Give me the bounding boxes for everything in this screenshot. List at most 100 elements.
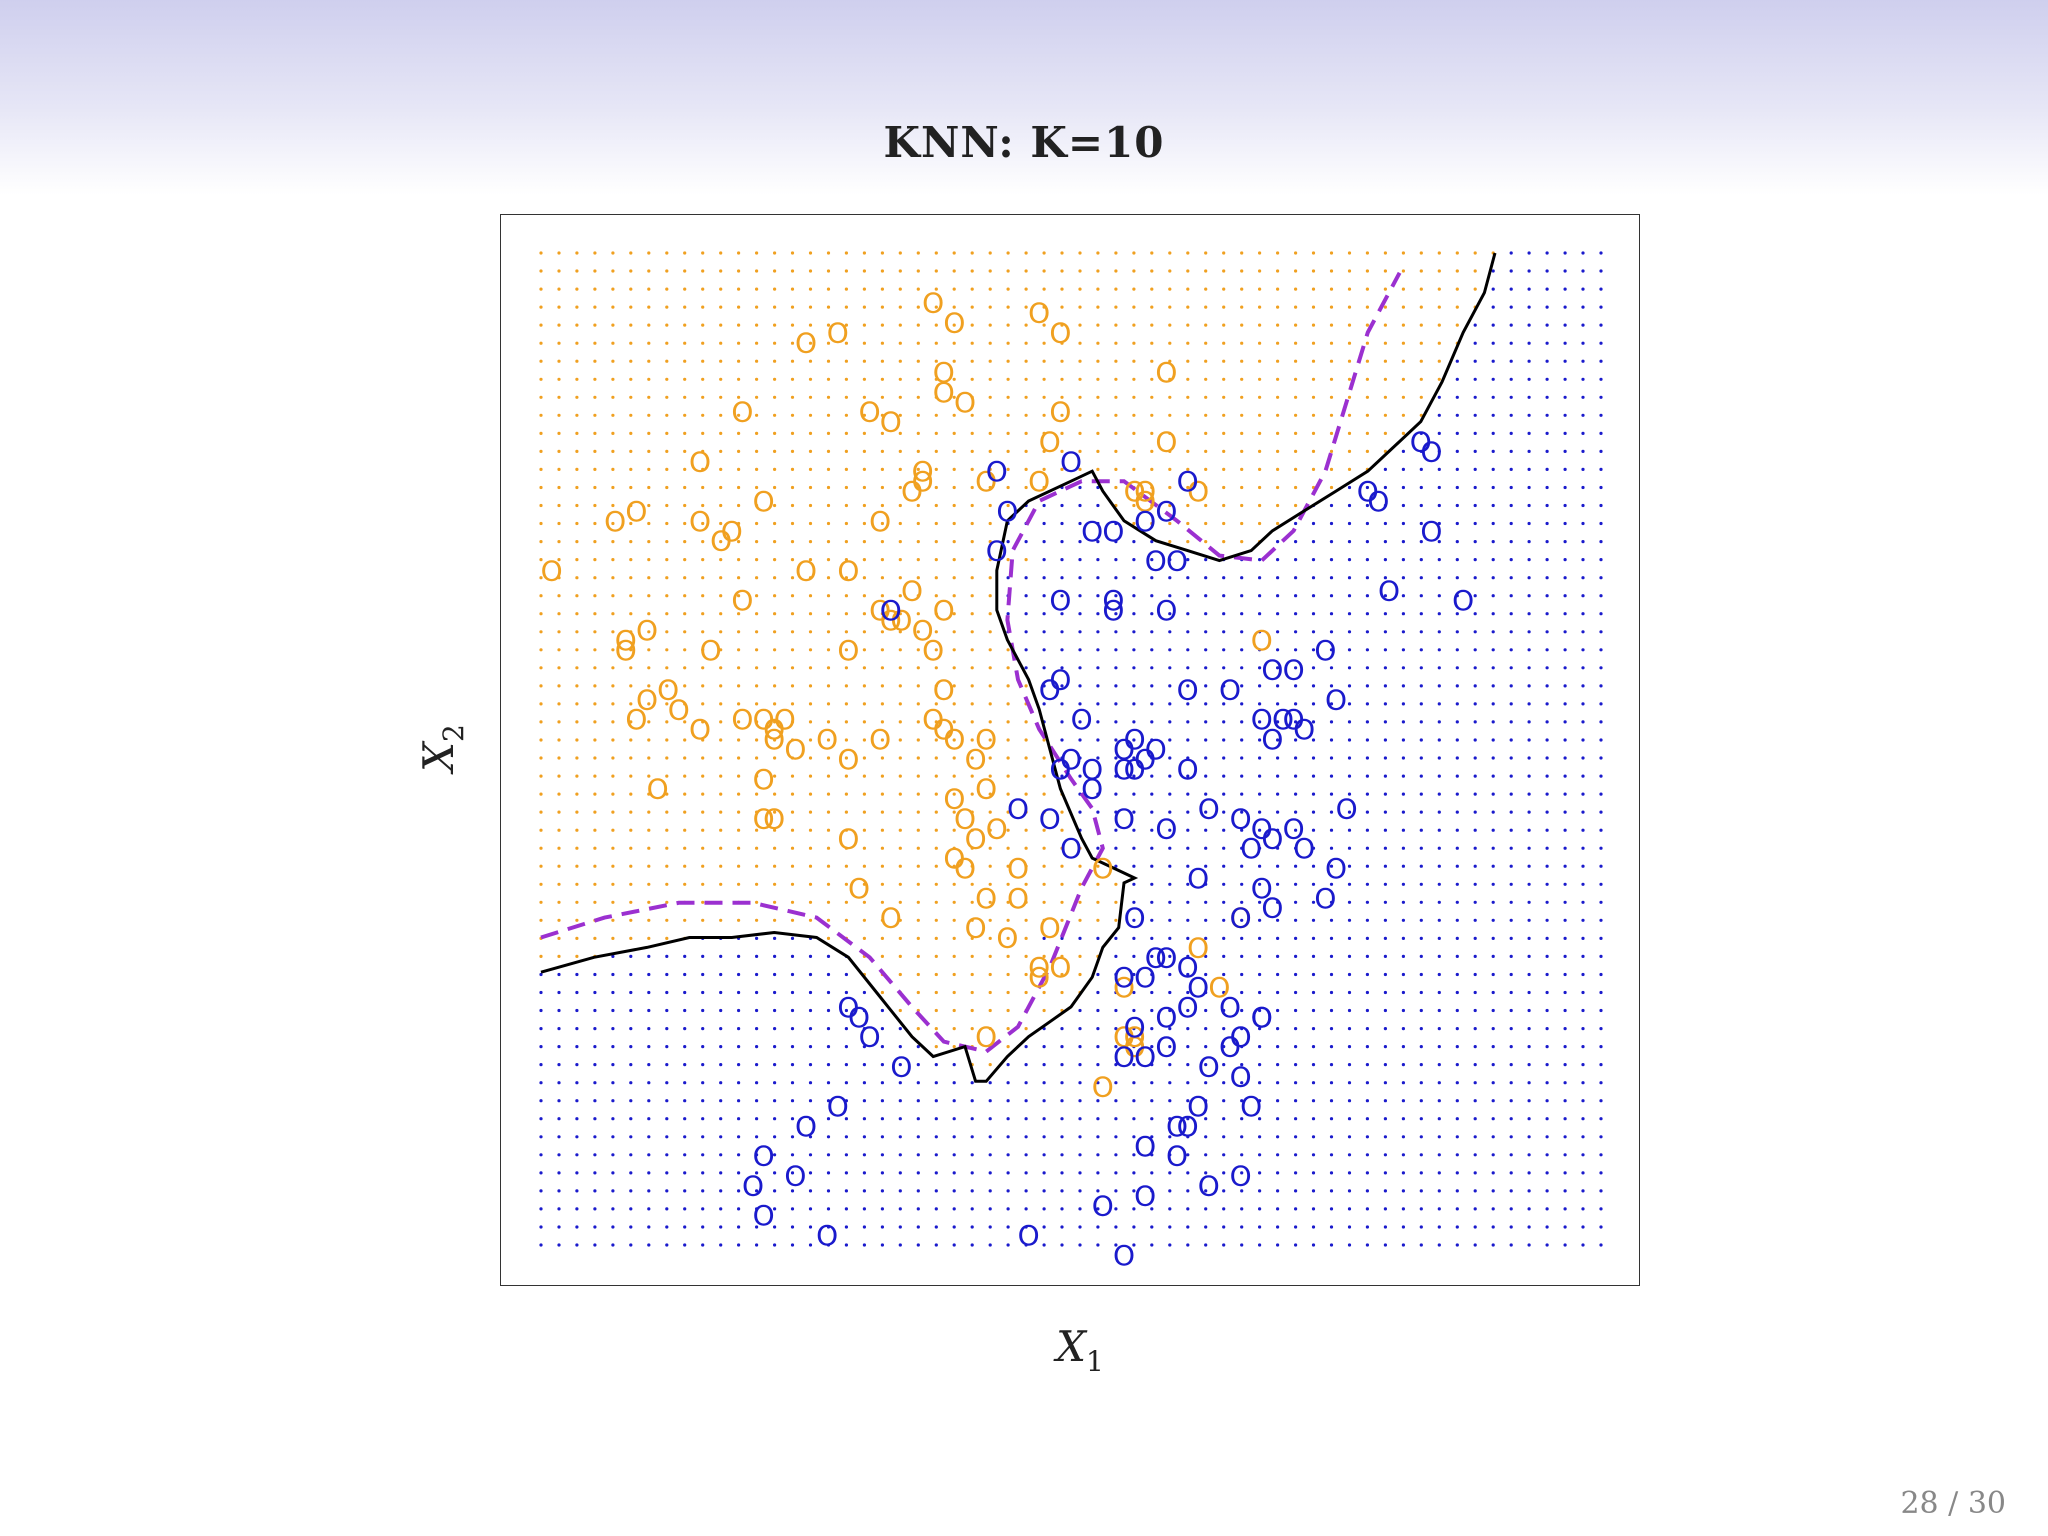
grid-dot xyxy=(790,341,795,345)
grid-dot xyxy=(1186,612,1190,616)
grid-dot xyxy=(575,323,579,327)
grid-dot xyxy=(755,413,759,417)
grid-dot xyxy=(1024,864,1028,868)
grid-dot xyxy=(773,810,777,814)
grid-dot xyxy=(1240,954,1244,959)
grid-dot xyxy=(844,1008,848,1013)
grid-dot xyxy=(1132,359,1136,363)
grid-dot xyxy=(1096,1153,1100,1157)
grid-dot xyxy=(701,1135,705,1139)
grid-dot xyxy=(1258,720,1262,724)
grid-dot xyxy=(1509,864,1513,868)
grid-dot xyxy=(665,774,669,778)
grid-dot xyxy=(539,1117,543,1121)
grid-dot xyxy=(1204,1081,1208,1085)
grid-dot xyxy=(916,702,920,706)
grid-dot xyxy=(1132,1135,1136,1139)
grid-dot xyxy=(1150,449,1154,453)
grid-dot xyxy=(1222,1008,1226,1013)
grid-dot xyxy=(1401,990,1405,995)
grid-dot xyxy=(1437,287,1441,291)
data-point-orange: O xyxy=(668,693,690,726)
data-point-blue: O xyxy=(1187,971,1209,1004)
grid-dot xyxy=(1132,558,1136,562)
grid-dot xyxy=(1276,1027,1280,1031)
grid-dot xyxy=(1455,305,1459,309)
grid-dot xyxy=(1545,954,1549,959)
grid-dot xyxy=(916,612,920,616)
grid-dot xyxy=(862,720,866,724)
grid-dot xyxy=(1311,810,1316,814)
grid-dot xyxy=(1222,882,1226,886)
grid-dot xyxy=(970,612,974,616)
grid-dot xyxy=(1114,576,1118,580)
grid-dot xyxy=(1491,1153,1495,1157)
grid-dot xyxy=(1545,521,1549,526)
grid-dot xyxy=(880,900,884,904)
grid-dot xyxy=(557,431,561,435)
grid-dot xyxy=(790,287,795,291)
grid-dot xyxy=(1168,864,1172,868)
grid-dot xyxy=(737,594,741,598)
grid-dot xyxy=(1060,1171,1064,1175)
grid-dot xyxy=(719,269,723,273)
grid-dot xyxy=(916,1207,920,1211)
grid-dot xyxy=(970,431,974,435)
grid-dot xyxy=(808,1045,813,1049)
grid-dot xyxy=(575,269,579,273)
grid-dot xyxy=(862,612,866,616)
grid-dot xyxy=(1114,413,1118,417)
grid-dot xyxy=(701,756,705,760)
grid-dot xyxy=(1150,810,1154,814)
grid-dot xyxy=(1311,1135,1316,1139)
grid-dot xyxy=(683,467,687,471)
grid-dot xyxy=(1329,323,1334,327)
grid-dot xyxy=(844,503,848,508)
grid-dot xyxy=(611,449,615,453)
grid-dot xyxy=(1114,359,1118,363)
grid-dot xyxy=(737,630,741,634)
grid-dot xyxy=(988,1171,992,1175)
grid-dot xyxy=(880,756,884,760)
grid-dot xyxy=(1150,666,1154,670)
grid-dot xyxy=(1114,702,1118,706)
grid-dot xyxy=(1347,1045,1352,1049)
grid-dot xyxy=(1365,972,1369,977)
grid-dot xyxy=(880,576,884,580)
grid-dot xyxy=(755,684,759,688)
grid-dot xyxy=(988,1207,992,1211)
grid-dot xyxy=(755,828,759,832)
grid-dot xyxy=(1581,1008,1585,1013)
grid-dot xyxy=(647,666,651,670)
grid-dot xyxy=(1491,774,1495,778)
grid-dot xyxy=(1311,1171,1316,1175)
grid-dot xyxy=(719,395,723,399)
grid-dot xyxy=(970,954,974,959)
grid-dot xyxy=(970,882,974,886)
grid-dot xyxy=(916,864,920,868)
grid-dot xyxy=(1419,1135,1423,1139)
grid-dot xyxy=(1365,828,1369,832)
grid-dot xyxy=(1347,792,1352,796)
grid-dot xyxy=(1473,467,1477,471)
grid-dot xyxy=(1419,287,1423,291)
grid-dot xyxy=(844,1243,848,1247)
grid-dot xyxy=(1437,1027,1441,1031)
grid-dot xyxy=(647,467,651,471)
grid-dot xyxy=(665,1135,669,1139)
grid-dot xyxy=(808,900,813,904)
grid-dot xyxy=(737,1045,741,1049)
grid-dot xyxy=(1581,738,1585,742)
grid-dot xyxy=(1365,1008,1369,1013)
grid-dot xyxy=(1347,467,1352,471)
grid-dot xyxy=(575,1063,579,1067)
grid-dot xyxy=(593,1171,597,1175)
data-point-blue: O xyxy=(1155,1001,1177,1034)
grid-dot xyxy=(719,594,723,598)
grid-dot xyxy=(844,972,848,977)
grid-dot xyxy=(1347,1008,1352,1013)
grid-dot xyxy=(1294,1225,1298,1229)
grid-dot xyxy=(1024,269,1028,273)
grid-dot xyxy=(1042,990,1046,995)
grid-dot xyxy=(1311,648,1316,652)
